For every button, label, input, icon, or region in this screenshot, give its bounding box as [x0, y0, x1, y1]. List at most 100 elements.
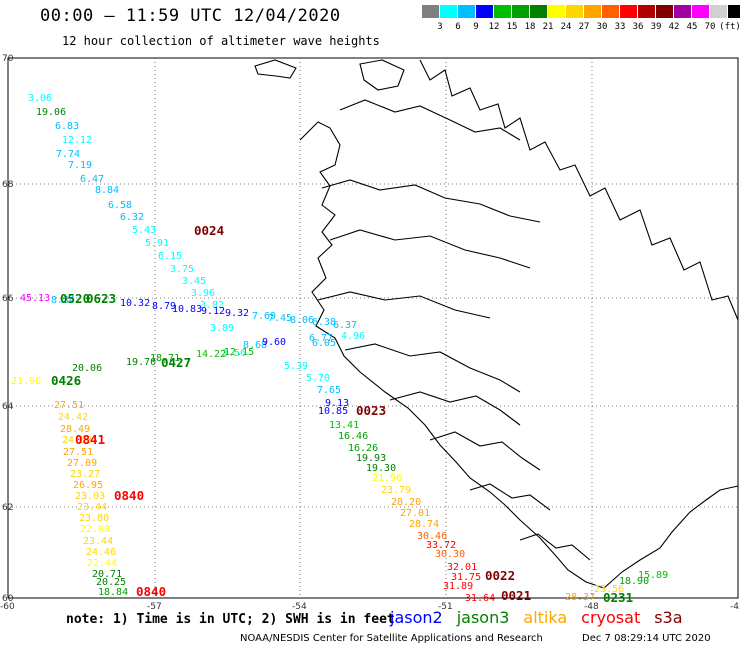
coastline-segment — [419, 59, 739, 321]
longitude-label: -57 — [147, 602, 162, 612]
pass-time-label: 0520 — [60, 291, 90, 306]
graticule — [8, 58, 738, 598]
wave-height-value: 27.01 — [400, 508, 430, 519]
wave-height-value: 10.85 — [318, 406, 348, 417]
greenland-coastline — [254, 59, 739, 589]
wave-height-value: 7.69 — [252, 311, 276, 322]
wave-height-value: 5.39 — [284, 361, 308, 372]
wave-height-value: 3.82 — [200, 300, 224, 311]
colorbar-swatch — [674, 5, 692, 18]
wave-height-value: 30.30 — [435, 549, 465, 560]
longitude-label: -48 — [584, 602, 599, 612]
wave-height-value: 10.32 — [120, 298, 150, 309]
wave-height-value: 20.06 — [72, 363, 102, 374]
wave-height-value: 28.49 — [60, 424, 90, 435]
pass-time-label: 0841 — [75, 432, 105, 447]
colorbar-swatch — [512, 5, 530, 18]
colorbar — [422, 5, 740, 18]
wave-height-value: 19.70 — [126, 357, 156, 368]
pass-time-label: 0840 — [136, 584, 166, 599]
wave-height-value: 31.64 — [465, 593, 495, 604]
wave-height-value: 9.13 — [325, 398, 349, 409]
pass-time-label: 0024 — [194, 223, 224, 238]
wave-height-value: 33.72 — [426, 540, 456, 551]
wave-height-value: 8.06 — [290, 315, 314, 326]
pass-time-label: 0623 — [86, 291, 116, 306]
legend-item-jason2: jason2 — [390, 608, 443, 627]
pass-time-label: 0023 — [356, 403, 386, 418]
wave-height-value: 18.71 — [150, 353, 180, 364]
latitude-label: 66 — [2, 294, 14, 304]
wave-height-value: 7.19 — [68, 160, 92, 171]
wave-height-value: 24.42 — [58, 412, 88, 423]
wave-height-value: 16.26 — [348, 443, 378, 454]
wave-height-value: 6.37 — [333, 320, 357, 331]
wave-height-value: 9.12 — [201, 306, 225, 317]
coastline-segment — [359, 59, 405, 91]
colorbar-swatch — [638, 5, 656, 18]
colorbar-label: 9 — [473, 22, 479, 32]
wave-height-value: 31.89 — [443, 581, 473, 592]
colorbar-swatch — [440, 5, 458, 18]
coastline-segment — [469, 483, 551, 511]
colorbar-swatch — [602, 5, 620, 18]
pass-time-label: 0427 — [161, 355, 191, 370]
coastline-segment — [317, 291, 491, 319]
colorbar-label: 33 — [614, 22, 626, 32]
coastline-segment — [339, 99, 521, 141]
wave-height-value: 6.58 — [108, 200, 132, 211]
pass-time-label: 0231 — [603, 590, 633, 605]
colorbar-swatch — [710, 5, 728, 18]
map-title: 00:00 – 11:59 UTC 12/04/2020 — [40, 6, 341, 26]
wave-height-value: 23.56 — [594, 584, 624, 595]
wave-height-value: 3.89 — [210, 323, 234, 334]
wave-height-value: 14.22 — [196, 349, 226, 360]
latitude-label: 68 — [2, 180, 14, 190]
wave-height-value: 3.96 — [191, 288, 215, 299]
wave-height-value: 6.83 — [55, 121, 79, 132]
latitude-label: 60 — [2, 594, 14, 604]
wave-height-value: 5.70 — [306, 373, 330, 384]
wave-height-value: 19.93 — [356, 453, 386, 464]
wave-height-value: 23.03 — [75, 491, 105, 502]
wave-height-value: 20.25 — [96, 577, 126, 588]
wave-height-value: 6.15 — [158, 251, 182, 262]
wave-height-value: 3.75 — [170, 264, 194, 275]
longitude-label: -54 — [292, 602, 307, 612]
wave-height-value: 6.47 — [80, 174, 104, 185]
wave-height-value: 21.96 — [11, 376, 41, 387]
colorbar-label: 18 — [524, 22, 536, 32]
colorbar-label: 21 — [542, 22, 554, 32]
coastline-segment — [321, 179, 541, 223]
generation-timestamp: Dec 7 08:29:14 UTC 2020 — [582, 633, 711, 644]
colorbar-swatch — [728, 5, 740, 18]
colorbar-label: 70 — [704, 22, 716, 32]
colorbar-swatch — [548, 5, 566, 18]
coastline-segment — [389, 391, 521, 426]
wave-height-value: 23.27 — [70, 469, 100, 480]
latitude-label: 70 — [2, 54, 14, 64]
colorbar-label: 24 — [560, 22, 572, 32]
units-note: note: 1) Time is in UTC; 2) SWH is in fe… — [66, 612, 395, 627]
wave-height-value: 19.30 — [366, 463, 396, 474]
wave-height-value: 7.45 — [268, 313, 292, 324]
colorbar-swatch — [584, 5, 602, 18]
wave-height-value: 8.84 — [95, 185, 119, 196]
wave-height-value: 13.41 — [329, 420, 359, 431]
pass-time-label: 0840 — [114, 488, 144, 503]
wave-height-value: 16.46 — [338, 431, 368, 442]
wave-height-value: 22.08 — [80, 524, 110, 535]
wave-height-value: 27.51 — [63, 447, 93, 458]
coastline-segment — [254, 59, 297, 79]
colorbar-swatch — [620, 5, 638, 18]
latitude-label: 62 — [2, 503, 13, 513]
colorbar-label: (ft) — [719, 22, 740, 32]
legend-item-altika: altika — [523, 608, 568, 627]
colorbar-label: 6 — [455, 22, 461, 32]
colorbar-label: 12 — [488, 22, 500, 32]
wave-height-value: 4.96 — [341, 331, 365, 342]
wave-height-value: 6.32 — [120, 212, 144, 223]
pass-time-label: 0022 — [485, 568, 515, 583]
